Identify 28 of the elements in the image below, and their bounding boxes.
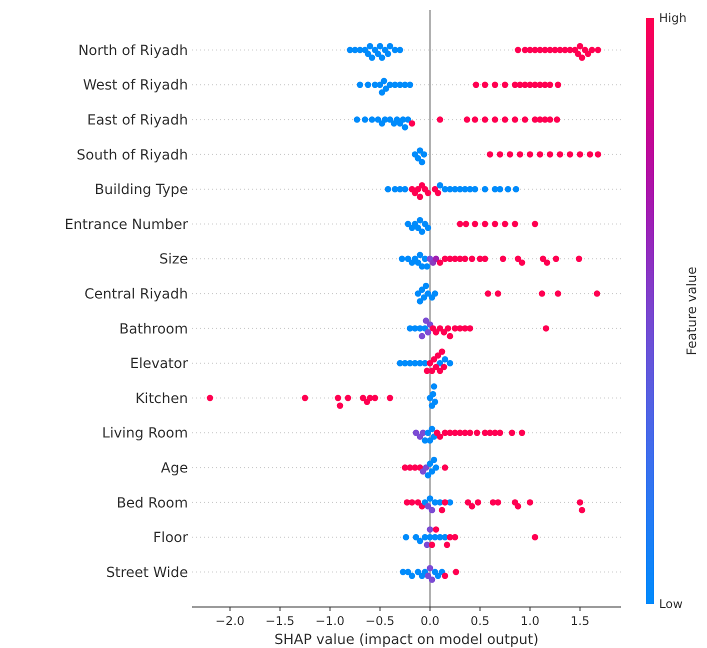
- y-tick-label: Bathroom: [119, 321, 188, 338]
- y-tick-label: Street Wide: [106, 564, 188, 581]
- y-tick-label: West of Riyadh: [82, 78, 188, 94]
- y-tick-label: East of Riyadh: [87, 112, 188, 128]
- x-tick-label: 1.0: [520, 614, 540, 628]
- y-tick-label: Elevator: [130, 356, 188, 372]
- y-tick-label: Kitchen: [135, 390, 188, 407]
- x-tick-label: 1.5: [570, 614, 590, 628]
- color-bar-label: High: [659, 11, 687, 26]
- color-bar-title: Feature value: [685, 266, 700, 356]
- y-tick-label: Central Riyadh: [84, 286, 188, 302]
- y-tick-label: North of Riyadh: [78, 42, 188, 59]
- y-tick-label: Entrance Number: [64, 216, 188, 233]
- y-tick-label: Floor: [153, 530, 188, 546]
- x-tick-label: −1.5: [265, 614, 295, 628]
- y-tick-label: Building Type: [94, 182, 188, 198]
- x-tick-label: −1.0: [315, 614, 345, 628]
- color-bar-label: Low: [659, 597, 683, 612]
- y-tick-label: Age: [160, 460, 188, 476]
- y-tick-label: Size: [159, 252, 188, 268]
- x-axis-title: SHAP value (impact on model output): [274, 632, 539, 648]
- y-tick-label: South of Riyadh: [76, 147, 188, 164]
- x-tick-label: −0.5: [365, 614, 395, 628]
- x-tick-label: 0.5: [470, 614, 490, 628]
- x-tick-label: −2.0: [215, 614, 245, 628]
- y-tick-label: Bed Room: [116, 495, 188, 512]
- x-tick-label: 0.0: [420, 614, 440, 628]
- y-tick-label: Living Room: [102, 426, 188, 442]
